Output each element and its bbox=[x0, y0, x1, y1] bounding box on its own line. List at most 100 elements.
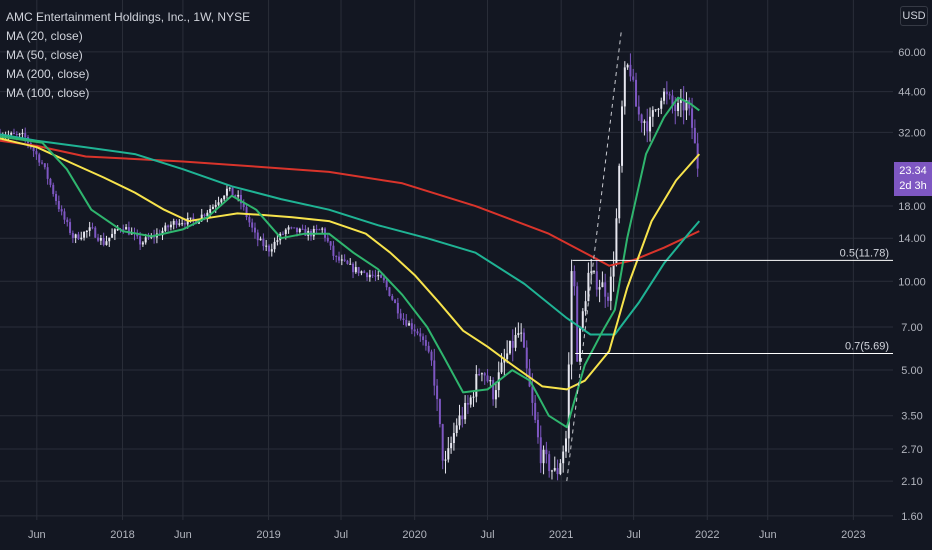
candle-body bbox=[598, 287, 601, 290]
x-tick-label: 2020 bbox=[402, 529, 426, 541]
candle-body bbox=[349, 263, 352, 265]
candle-body bbox=[539, 437, 542, 464]
candle-body bbox=[251, 222, 254, 228]
currency-button[interactable]: USD bbox=[900, 6, 928, 26]
candle-body bbox=[147, 237, 150, 239]
candle-body bbox=[685, 100, 688, 111]
candle-body bbox=[595, 271, 598, 290]
candle-body bbox=[262, 238, 265, 247]
candle-body bbox=[618, 165, 621, 219]
candle-body bbox=[601, 282, 604, 288]
candle-body bbox=[13, 132, 16, 134]
candle-body bbox=[338, 256, 341, 261]
legend-ma50[interactable]: MA (50, close) bbox=[6, 48, 83, 62]
candle-body bbox=[394, 299, 397, 303]
candle-body bbox=[609, 276, 612, 301]
dashed-trend-line[interactable] bbox=[566, 28, 623, 482]
candle-body bbox=[587, 272, 590, 302]
candle-body bbox=[450, 443, 453, 449]
candle-body bbox=[368, 274, 371, 278]
candle-body bbox=[239, 194, 242, 204]
candle-body bbox=[293, 227, 296, 229]
candle-body bbox=[469, 397, 472, 405]
candle-body bbox=[167, 225, 170, 228]
candle-body bbox=[99, 238, 102, 241]
candle-body bbox=[377, 275, 380, 277]
candle-body bbox=[88, 227, 91, 231]
candle-body bbox=[366, 272, 369, 278]
x-tick-label: Jun bbox=[174, 529, 192, 541]
candle-body bbox=[32, 147, 35, 152]
candle-body bbox=[483, 373, 486, 376]
ma50-line bbox=[0, 137, 701, 391]
candle-body bbox=[635, 79, 638, 107]
symbol-title[interactable]: AMC Entertainment Holdings, Inc., 1W, NY… bbox=[6, 10, 251, 24]
candle-body bbox=[623, 67, 626, 107]
candle-body bbox=[116, 229, 119, 231]
legend-ma20[interactable]: MA (20, close) bbox=[6, 29, 83, 43]
candle-body bbox=[248, 217, 251, 223]
candle-body bbox=[41, 162, 44, 164]
candle-body bbox=[430, 351, 433, 361]
candle-body bbox=[192, 217, 195, 221]
candle-body bbox=[612, 264, 615, 277]
x-tick-label: Jul bbox=[627, 529, 641, 541]
trend-line[interactable] bbox=[566, 28, 623, 482]
candle-body bbox=[136, 234, 139, 237]
last-price-tag: 23.34 2d 3h bbox=[894, 162, 932, 196]
candle-body bbox=[200, 214, 203, 221]
candle-body bbox=[231, 187, 234, 196]
candle-body bbox=[578, 327, 581, 362]
candle-body bbox=[534, 402, 537, 420]
candle-body bbox=[329, 241, 332, 246]
candle-body bbox=[225, 188, 228, 196]
candle-body bbox=[220, 199, 223, 203]
candle-body bbox=[181, 223, 184, 225]
candle-body bbox=[340, 259, 343, 261]
ma200-line bbox=[0, 139, 700, 267]
candle-body bbox=[607, 296, 610, 301]
price-axis[interactable]: 60.00 44.00 32.00 18.00 14.00 10.00 7.00 5.00 3.… bbox=[898, 47, 926, 523]
candle-body bbox=[83, 231, 86, 238]
candle-body bbox=[125, 227, 128, 230]
candle-body bbox=[63, 211, 66, 220]
candle-body bbox=[21, 133, 24, 135]
candle-body bbox=[108, 237, 111, 242]
candle-body bbox=[405, 319, 408, 326]
candle-body bbox=[472, 396, 475, 398]
candle-body bbox=[60, 209, 63, 212]
x-tick-label: Jul bbox=[480, 529, 494, 541]
candle-body bbox=[494, 390, 497, 400]
candle-body bbox=[419, 333, 422, 337]
candle-body bbox=[38, 154, 41, 163]
candle-body bbox=[536, 419, 539, 438]
time-axis[interactable]: Jun 2018 Jun 2019 Jul 2020 Jul 2021 Jul 2022 Jun 20… bbox=[28, 529, 866, 541]
candle-body bbox=[214, 204, 217, 207]
candle-body bbox=[503, 358, 506, 363]
x-tick-label: Jul bbox=[334, 529, 348, 541]
candle-body bbox=[203, 214, 206, 216]
candle-body bbox=[679, 99, 682, 103]
candle-body bbox=[422, 336, 425, 341]
candle-body bbox=[183, 223, 186, 225]
candle-body bbox=[556, 468, 559, 475]
candle-body bbox=[550, 470, 553, 472]
candle-body bbox=[265, 245, 268, 247]
candle-body bbox=[391, 296, 394, 300]
candle-body bbox=[315, 228, 318, 230]
legend-ma200[interactable]: MA (200, close) bbox=[6, 67, 90, 81]
candle-body bbox=[206, 212, 209, 216]
candle-body bbox=[570, 271, 573, 365]
candle-body bbox=[24, 133, 27, 138]
candle-body bbox=[237, 194, 240, 197]
candle-body bbox=[604, 282, 607, 297]
candle-body bbox=[592, 271, 595, 273]
candle-body bbox=[209, 208, 212, 213]
x-tick-label: Jun bbox=[28, 529, 46, 541]
fib-levels[interactable]: 0.5(11.78) 0.7(5.69) bbox=[572, 247, 893, 355]
candle-body bbox=[508, 340, 511, 354]
candle-body bbox=[234, 195, 237, 197]
candle-body bbox=[438, 399, 441, 425]
legend-ma100[interactable]: MA (100, close) bbox=[6, 86, 90, 100]
